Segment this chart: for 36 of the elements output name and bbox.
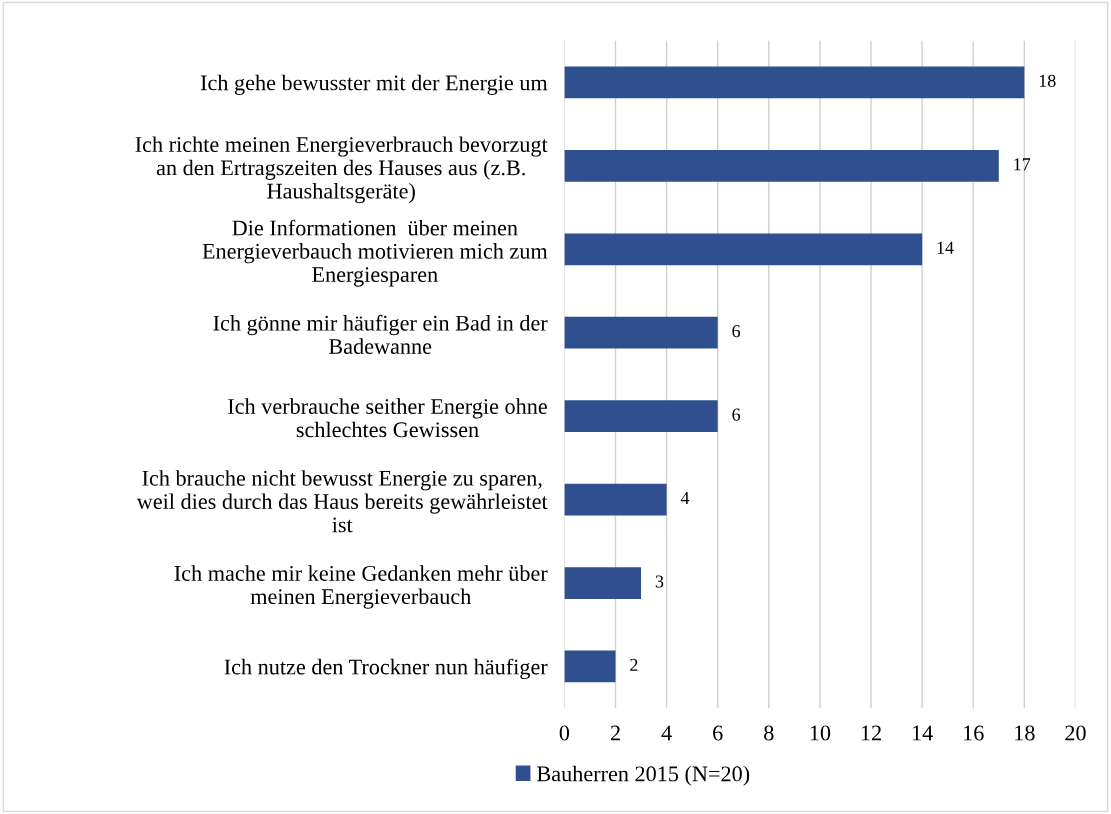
bar [564, 66, 1025, 99]
x-tick-label: 0 [559, 725, 570, 741]
x-tick-label: 10 [810, 725, 831, 741]
y-tick-label: Ich verbrauche seither Energie ohne schlechtes Gewissen [228, 398, 547, 438]
x-tick-label: 2 [610, 725, 620, 741]
y-tick-label: Die Informationen über meinen Energieverbauch motivieren mich zum Energiesparen [202, 219, 548, 287]
data-label: 14 [937, 241, 954, 254]
x-tick-label: 14 [912, 725, 933, 741]
x-tick-label: 8 [764, 725, 774, 741]
x-tick-label: 4 [661, 725, 672, 741]
y-tick-label: Ich richte meinen Energieverbrauch bevorzugt an den Ertragszeiten des Hauses aus (z.B. Haushaltsgeräte) [135, 136, 548, 204]
bar [564, 400, 718, 433]
bar [564, 150, 999, 182]
data-label: 6 [732, 325, 741, 338]
legend-label: Bauherren 2015 (N=20) [537, 765, 750, 786]
bar [564, 567, 642, 599]
y-tick-label: Ich brauche nicht bewusst Energie zu sparen, weil dies durch das Haus bereits gewährleistet ist [136, 470, 548, 533]
x-tick-label: 12 [861, 725, 881, 741]
bar [564, 233, 923, 266]
data-label: 2 [630, 658, 638, 671]
y-tick-label: Ich gönne mir häufiger ein Bad in der Badewanne [213, 314, 548, 354]
data-label: 17 [1014, 158, 1031, 171]
data-label: 3 [655, 575, 664, 588]
data-label: 18 [1039, 74, 1056, 87]
x-tick-label: 20 [1065, 725, 1086, 741]
x-tick-label: 16 [964, 725, 984, 741]
bar [564, 316, 718, 349]
x-tick-label: 18 [1015, 725, 1035, 741]
y-tick-label: Ich gehe bewusster mit der Energie um [200, 74, 548, 95]
bar [564, 483, 667, 516]
y-tick-label: Ich mache mir keine Gedanken mehr über meinen Energieverbauch [174, 565, 548, 609]
x-tick-label: 6 [713, 725, 723, 741]
bar [564, 650, 616, 683]
y-tick-label: Ich nutze den Trockner nun häufiger [224, 658, 548, 680]
data-label: 6 [732, 408, 741, 421]
data-label: 4 [680, 492, 690, 504]
